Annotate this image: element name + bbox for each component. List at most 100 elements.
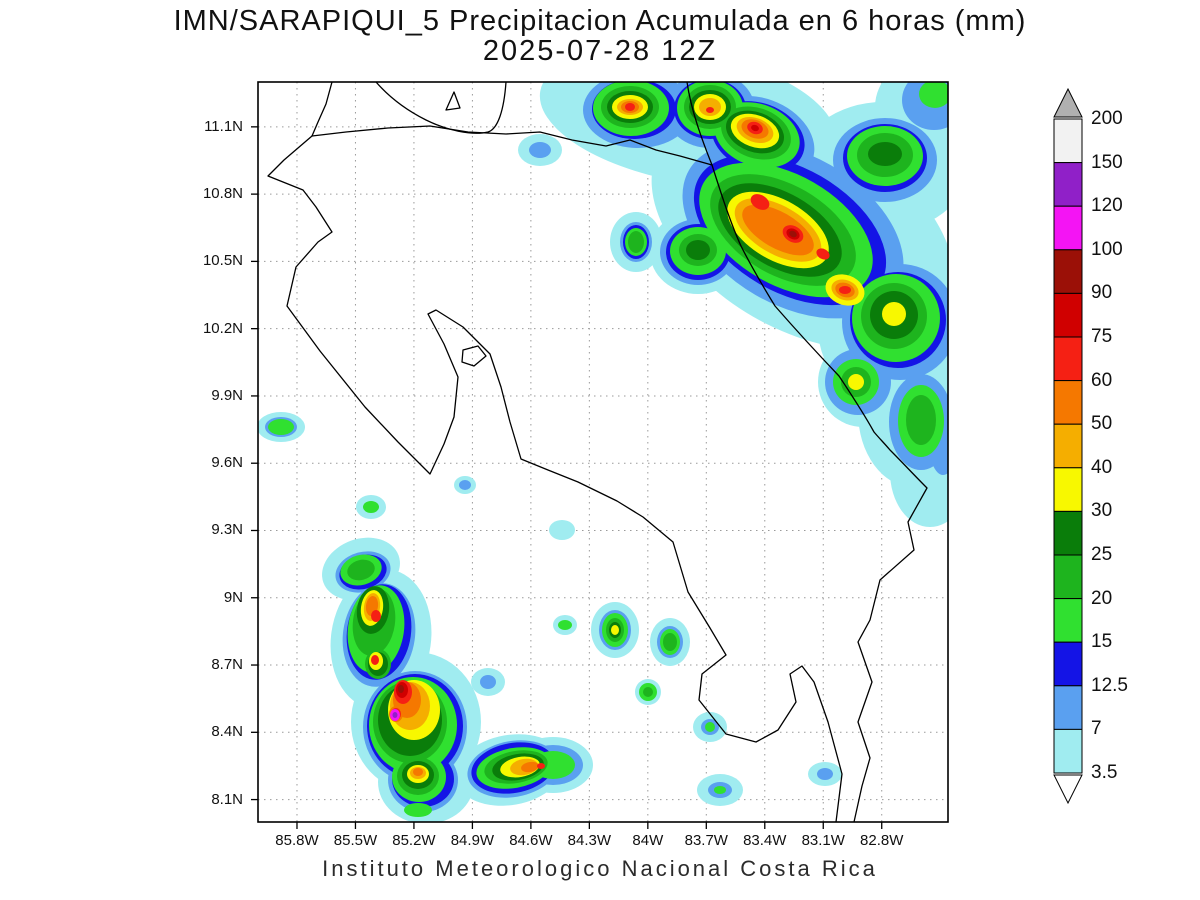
precip-cell <box>705 722 715 732</box>
precip-cell <box>347 559 375 581</box>
precip-cell <box>558 620 572 630</box>
x-axis-tick-label: 85.8W <box>275 832 319 849</box>
y-axis-tick-label: 9.3N <box>211 521 243 539</box>
precip-cell <box>714 786 726 794</box>
y-axis-tick-label: 10.2N <box>202 319 243 337</box>
precip-cell <box>663 633 677 651</box>
colorbar-tick-label: 50 <box>1091 413 1113 435</box>
colorbar-tick-label: 90 <box>1091 282 1113 304</box>
colorbar-band <box>1053 423 1083 469</box>
precipitation-map <box>251 81 949 829</box>
precip-cell <box>413 768 423 776</box>
lake-island <box>445 91 461 111</box>
costa-rica-coastline <box>267 82 928 822</box>
y-axis-tick-label: 11.1N <box>204 117 243 135</box>
x-axis-tick-label: 85.2W <box>392 832 436 849</box>
colorbar-band <box>1053 380 1083 425</box>
precip-cell <box>882 302 906 326</box>
nicaragua-caribbean-coast <box>686 82 713 166</box>
precip-cell <box>817 768 833 780</box>
axis-tick-marks <box>251 126 883 829</box>
y-axis-tick-label: 8.1N <box>211 790 243 808</box>
colorbar-tick-label: 30 <box>1091 500 1113 522</box>
colorbar-band <box>1053 685 1083 730</box>
precip-cell <box>848 374 864 390</box>
colorbar-band <box>1053 510 1083 556</box>
colorbar-band <box>1053 292 1083 338</box>
x-axis-tick-label: 84W <box>632 832 664 849</box>
x-axis-tick-label: 83.1W <box>801 832 845 849</box>
colorbar-band <box>1053 162 1083 207</box>
colorbar-bands <box>1053 118 1083 774</box>
y-axis-tick-label: 8.7N <box>211 656 243 674</box>
colorbar-tick-label: 7 <box>1091 718 1102 740</box>
precip-cell <box>868 142 902 166</box>
x-axis-tick-label: 85.5W <box>333 832 378 849</box>
x-axis-tick-label: 82.8W <box>860 832 904 849</box>
chart-title: IMN/SARAPIQUI_5 Precipitacion Acumulada … <box>173 5 1027 37</box>
precip-cell <box>398 685 404 693</box>
colorbar-tick-label: 15 <box>1091 631 1113 653</box>
chart-valid-time: 2025-07-28 12Z <box>482 35 718 68</box>
colorbar-tick-label: 150 <box>1091 151 1123 173</box>
x-axis-tick-label: 83.4W <box>743 832 787 849</box>
colorbar-tick-label: 75 <box>1091 326 1113 347</box>
colorbar-band <box>1053 554 1083 600</box>
colorbar-band <box>1053 336 1083 382</box>
precip-cell <box>521 761 539 773</box>
precip-cell <box>363 501 379 513</box>
precip-cell <box>839 286 851 294</box>
precip-cell <box>549 520 575 540</box>
colorbar-band <box>1053 249 1083 294</box>
colorbar-band <box>1053 467 1083 512</box>
x-axis-tick-label: 84.9W <box>450 832 495 849</box>
precip-cell <box>643 687 653 697</box>
colorbar-tick-label: 200 <box>1091 108 1123 129</box>
lake-nicaragua-shore <box>375 82 507 134</box>
y-axis-tick-label: 8.4N <box>211 723 243 741</box>
precip-cell <box>628 231 644 253</box>
precip-cell <box>371 610 381 622</box>
y-axis-tick-label: 9.9N <box>211 386 243 404</box>
precip-cell <box>537 763 545 769</box>
precipitation-cells <box>258 82 948 822</box>
x-axis-tick-label: 83.7W <box>684 832 728 849</box>
colorbar-band <box>1053 728 1083 774</box>
colorbar-under-triangle <box>1053 774 1083 804</box>
footer-text: Instituto Meteorologico Nacional Costa R… <box>322 856 878 881</box>
plot-frame <box>257 81 949 823</box>
precip-cell <box>686 240 710 260</box>
nicaragua-pacific-coast <box>311 82 333 137</box>
precip-cell <box>404 803 432 817</box>
y-axis-tick-label: 10.5N <box>202 252 243 270</box>
precip-cell <box>611 625 619 635</box>
colorbar-tick-label: 100 <box>1091 238 1123 260</box>
gulf-island <box>461 345 487 367</box>
y-axis-tick-label: 9.6N <box>211 454 243 472</box>
colorbar-tick-label: 25 <box>1091 544 1113 565</box>
precip-cell <box>750 194 770 210</box>
colorbar-band <box>1053 118 1083 164</box>
y-axis-tick-label: 9N <box>223 588 243 606</box>
precip-cell <box>480 675 496 689</box>
precip-cell <box>529 142 551 158</box>
over-200-triangle <box>1053 88 1083 118</box>
x-axis-tick-label: 84.3W <box>567 832 612 849</box>
precip-cell <box>392 712 398 718</box>
colorbar-tick-label: 20 <box>1091 587 1113 609</box>
colorbar-band <box>1053 598 1083 643</box>
colorbar-tick-label: 60 <box>1091 369 1113 391</box>
colorbar-tick-label: 120 <box>1091 195 1123 217</box>
x-axis-tick-label: 84.6W <box>509 832 553 849</box>
precip-cell <box>906 395 936 445</box>
title-block: IMN/SARAPIQUI_5 Precipitacion Acumulada … <box>0 6 1200 67</box>
precip-cell <box>751 124 759 132</box>
colorbar-band <box>1053 205 1083 251</box>
precip-cell <box>268 419 294 435</box>
colorbar-over-triangle <box>1053 88 1083 118</box>
precip-cell <box>919 82 948 108</box>
y-axis-tick-label: 10.8N <box>202 185 243 203</box>
colorbar-tick-label: 3.5 <box>1091 762 1118 783</box>
precip-cell <box>371 655 379 665</box>
